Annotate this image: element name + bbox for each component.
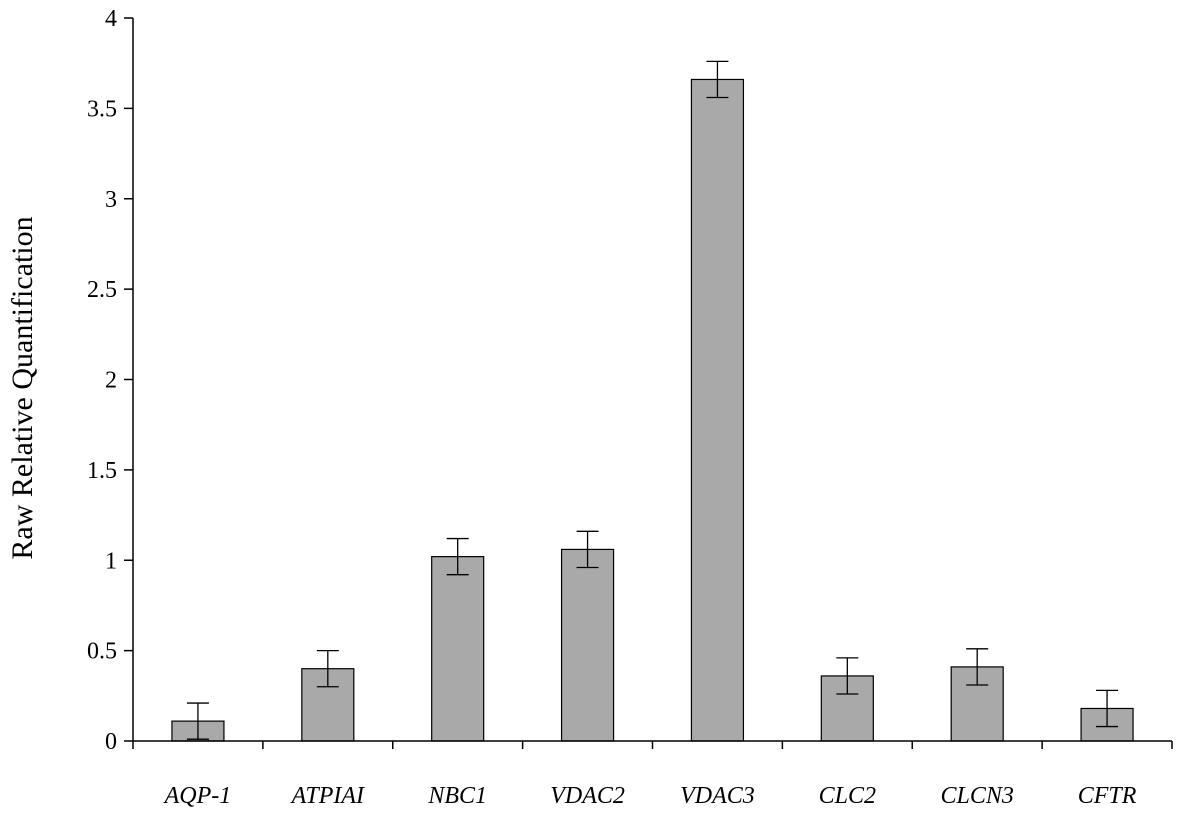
x-tick-label: NBC1	[427, 783, 487, 809]
bar-vdac3	[690, 78, 745, 742]
y-tick-labels-group: 0 0.5 1 1.5 2 2.5 3 3.5 4	[87, 6, 117, 755]
y-tick-label: 4	[105, 6, 117, 32]
bar-vdac2	[560, 548, 615, 742]
y-tick-label: 0.5	[87, 639, 117, 665]
x-tick-label: CLCN3	[941, 783, 1014, 809]
x-ticks-group	[132, 741, 1173, 749]
y-tick-label: 0	[105, 729, 117, 755]
y-tick-label: 1.5	[87, 458, 117, 484]
y-tick-label: 2	[105, 368, 117, 394]
y-tick-label: 2.5	[87, 277, 117, 303]
y-tick-label: 3	[105, 187, 117, 213]
x-tick-label: VDAC3	[680, 783, 755, 809]
y-tick-label: 1	[105, 548, 117, 574]
y-tick-label: 3.5	[87, 96, 117, 122]
x-tick-label: CLC2	[819, 783, 876, 809]
bars-group	[171, 78, 1134, 742]
y-ticks-group	[124, 17, 133, 742]
bar-nbc1	[431, 556, 485, 742]
error-bars-group	[186, 60, 1119, 740]
x-tick-label: VDAC2	[550, 783, 625, 809]
y-axis-title: Raw Relative Quantification	[6, 216, 39, 559]
x-tick-label: AQP-1	[163, 783, 232, 809]
x-tick-label: CFTR	[1078, 783, 1137, 809]
x-tick-label: ATPIAI	[290, 783, 365, 809]
x-tick-labels-group: AQP-1 ATPIAI NBC1 VDAC2 VDAC3 CLC2 CLCN3 CFTR	[163, 783, 1137, 809]
